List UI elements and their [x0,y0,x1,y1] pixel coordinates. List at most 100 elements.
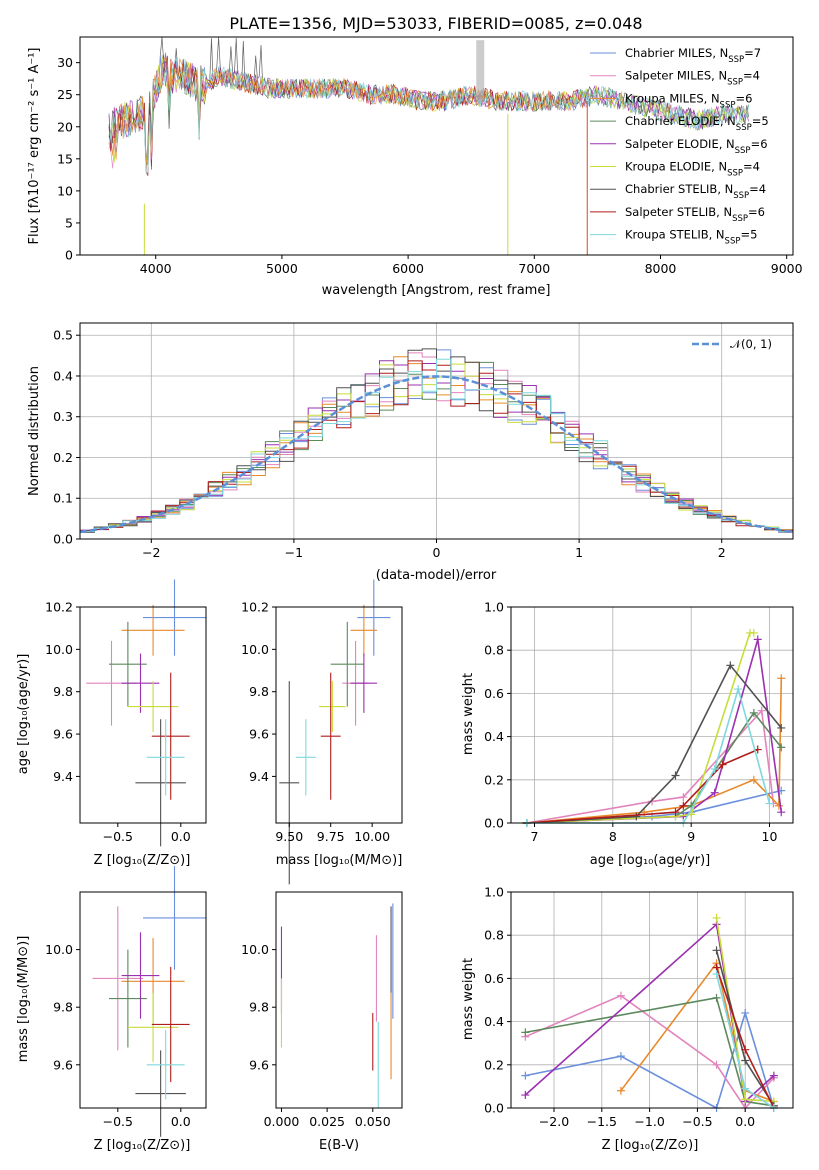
weight-line [526,678,783,824]
spectrum-line [108,57,749,175]
y-tick-label: 10.0 [241,642,269,657]
figure-title: PLATE=1356, MJD=53033, FIBERID=0085, z=0… [229,14,642,33]
x-tick-label: −0.5 [103,829,133,844]
x-tick-label: 7 [531,829,539,844]
panel-data [279,579,391,885]
weight-marker [616,1086,625,1095]
y-tick-label: 9.6 [53,1057,73,1072]
residual-histogram [80,358,794,534]
residual-y-label: Normed distribution [27,366,42,496]
spectrum-line [108,55,586,176]
x-tick-label: 0.0 [171,1114,191,1129]
spectrum-y-ticks: 0 5 10 15 20 25 30 [57,55,80,263]
weight-marker [632,812,641,821]
panel-frame [275,891,403,1109]
panel-data [521,913,778,1112]
panel-frame [510,891,794,1109]
y-tick-label: 0.4 [53,368,73,383]
weight-marker [777,674,786,683]
spectrum-line [108,52,749,165]
residual-y-ticks: 0.0 0.1 0.2 0.3 0.4 0.5 [53,328,80,547]
weight-marker [648,797,656,806]
y-tick-label: 15 [57,151,73,166]
weight-line [526,711,782,824]
panel-frame [79,891,207,1109]
weight-marker [749,628,758,637]
spectrum-line [108,56,587,163]
age-weight-y-label: mass weight [461,673,476,755]
residual-x-ticks: −2 −1 0 1 2 [142,539,726,560]
x-tick-label: 8000 [645,261,677,276]
y-tick-label: 10.0 [45,942,73,957]
x-tick-label: 1 [575,545,583,560]
x-tick-label: 0.0 [171,829,191,844]
y-tick-label: 0.5 [53,328,73,343]
panel-data [86,579,206,847]
y-tick-label: 1.0 [484,885,504,900]
weight-marker [616,1052,625,1061]
y-tick-label: 5 [65,215,73,230]
legend-label: Chabrier MILES, NSSP=7 [625,46,761,65]
panel-data [522,628,786,827]
weight-marker [712,970,721,979]
residual-histograms [79,348,794,534]
y-tick-label: 9.6 [53,727,73,742]
weight-marker [741,1095,750,1104]
weight-marker [777,808,786,817]
y-tick-label: 0.6 [484,971,504,986]
z-weight-x-label: Z [log₁₀(Z/Z⊙)] [602,1138,699,1153]
y-tick-label: 9.6 [249,1057,269,1072]
x-tick-label: −1.0 [634,1114,664,1129]
weight-marker [671,808,680,817]
ebv-mass-x-label: E(B-V) [319,1138,359,1153]
panel-data [280,903,394,1108]
x-tick-label: −0.5 [103,1114,133,1129]
y-tick-label: 9.8 [249,684,269,699]
x-tick-label: −2.0 [539,1114,569,1129]
weight-marker [679,801,688,810]
z-age-x-label: Z [log₁₀(Z/Z⊙)] [94,853,191,868]
x-tick-label: 10.00 [354,829,390,844]
spectrum-masked-region [476,40,485,102]
x-tick-label: 6000 [392,261,424,276]
y-tick-label: 0.4 [484,1014,504,1029]
weight-marker [712,946,721,955]
residual-panel: −2 −1 0 1 2 0.0 0.1 0.2 0.3 0.4 0.5 (data-model)/… [27,322,794,583]
weight-line [525,996,775,1107]
x-tick-label: −1 [285,545,303,560]
weight-marker [718,760,727,769]
y-tick-label: 0 [65,248,73,263]
y-tick-label: 0.0 [484,816,504,831]
x-tick-label: 0.000 [264,1114,300,1129]
weight-line [620,961,775,1103]
z-weight-panel: −2.0 −1.5 −1.0 −0.5 0.0 0.0 0.2 0.4 0.6 0.8 1.0 [484,885,794,1129]
y-tick-label: 0.8 [484,928,504,943]
y-tick-label: 0.2 [484,772,504,787]
x-tick-label: 10 [762,829,778,844]
legend-label: Salpeter MILES, NSSP=4 [625,69,760,88]
weight-marker [679,793,688,802]
weight-marker [765,799,774,808]
x-tick-label: 9000 [771,261,803,276]
y-tick-label: 0.2 [484,1057,504,1072]
weight-marker [749,708,758,717]
x-tick-label: 2 [718,545,726,560]
weight-marker [774,801,783,810]
z-mass-y-label: mass [log₁₀(M/M⊙)] [16,936,31,1063]
y-tick-label: 10.0 [241,942,269,957]
weight-marker [712,993,721,1002]
y-tick-label: 1.0 [484,600,504,615]
y-tick-label: 0.0 [53,532,73,547]
spectrum-y-label: Flux [fλ10⁻¹⁷ erg cm⁻² s⁻¹ A⁻¹] [27,48,42,245]
x-tick-label: 5000 [266,261,298,276]
panel-frame [510,606,794,824]
weight-marker [741,1084,750,1093]
z-weight-y-label: mass weight [461,958,476,1040]
weight-marker [741,1045,750,1054]
panel-frame [275,606,403,824]
x-tick-label: 8 [609,829,617,844]
spectrum-x-ticks: 4000 5000 6000 7000 8000 9000 [140,255,803,276]
x-tick-label: 9.75 [317,829,345,844]
weight-marker [757,706,766,715]
